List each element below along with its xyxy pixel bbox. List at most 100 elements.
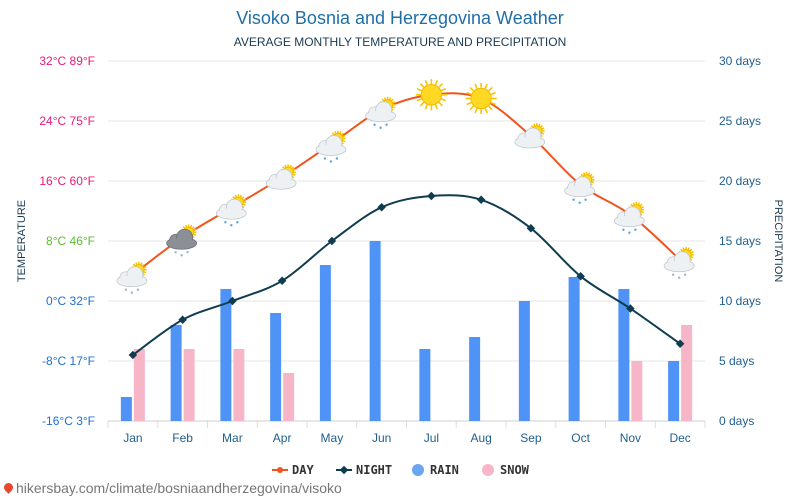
cloud-sun-rain-icon	[564, 171, 596, 204]
y-right-tick-label: 20 days	[719, 174, 761, 188]
cloud-sun-rain-icon	[613, 201, 645, 234]
cloud-sun-snow-icon	[663, 246, 695, 279]
x-tick-label: Nov	[620, 431, 641, 445]
night-point	[327, 236, 337, 246]
cloud-sun-rain-icon	[315, 130, 347, 163]
cloud-sun-icon	[514, 123, 546, 149]
y-left-tick-label: 24°C 75°F	[39, 114, 95, 128]
legend-marker	[277, 467, 283, 473]
snow-bar	[183, 349, 195, 421]
x-tick-label: Sep	[520, 431, 542, 445]
y-right-tick-label: 5 days	[719, 354, 754, 368]
snow-bar	[133, 349, 145, 421]
source-link[interactable]: hikersbay.com/climate/bosniaandherzegovi…	[2, 480, 342, 496]
precipitation-drops	[224, 221, 239, 227]
cloud	[613, 206, 645, 228]
y-left-tick-label: 0°C 32°F	[46, 294, 95, 308]
precipitation-drops	[622, 228, 637, 234]
rain-bar	[220, 289, 232, 421]
cloud-sun-snow-icon	[116, 261, 148, 294]
x-tick-label: Feb	[172, 431, 193, 445]
night-point	[128, 350, 138, 360]
sun-icon	[465, 82, 497, 115]
legend-swatch	[412, 464, 424, 476]
snow-bar	[631, 361, 643, 421]
x-tick-label: Aug	[470, 431, 491, 445]
rain-bar	[120, 397, 132, 421]
y-right-axis: 30 days 25 days 20 days 15 days 10 days 5 day…	[719, 54, 761, 428]
y-left-tick-label: -16°C 3°F	[42, 414, 95, 428]
sun-disc	[470, 87, 492, 110]
precipitation-drops	[671, 273, 687, 279]
x-tick-label: Jan	[123, 431, 142, 445]
sun-disc	[420, 84, 443, 106]
rain-bar	[419, 349, 431, 421]
precipitation-drops	[174, 251, 189, 257]
night-point	[228, 296, 237, 306]
cloud	[215, 198, 247, 220]
cloud	[514, 127, 546, 149]
legend-item-night: NIGHT	[336, 463, 392, 477]
precipitation-drops	[373, 123, 388, 129]
y-left-axis-label: TEMPERATURE	[16, 200, 28, 282]
legend-label: NIGHT	[356, 463, 392, 477]
y-right-tick-label: 10 days	[719, 294, 761, 308]
night-point	[675, 339, 685, 348]
y-left-tick-label: -8°C 17°F	[42, 354, 95, 368]
x-tick-label: Jul	[424, 431, 439, 445]
x-tick-label: Mar	[222, 431, 243, 445]
cloud	[265, 168, 297, 190]
precipitation-bars	[120, 241, 693, 421]
night-temperature-line	[132, 194, 681, 356]
night-point	[178, 315, 187, 324]
legend-label: SNOW	[500, 463, 530, 477]
cloud-sun-rain-icon	[215, 194, 247, 227]
legend-label: DAY	[292, 463, 314, 477]
rain-bar	[369, 241, 381, 421]
legend-item-day: DAY	[272, 463, 314, 477]
cloud-sun-icon	[265, 164, 297, 190]
y-right-tick-label: 25 days	[719, 114, 761, 128]
legend-label: RAIN	[430, 463, 459, 477]
sun-rays	[465, 82, 497, 115]
x-tick-label: May	[321, 431, 344, 445]
legend-swatch	[482, 464, 494, 476]
snow-bar	[283, 373, 295, 421]
rain-bar	[668, 361, 680, 421]
rain-bar	[270, 313, 282, 421]
chart-title: Visoko Bosnia and Herzegovina Weather	[236, 8, 564, 28]
rain-bar	[319, 265, 331, 421]
legend-item-snow: SNOW	[482, 463, 530, 477]
x-tick-label: Apr	[273, 431, 292, 445]
y-right-tick-label: 30 days	[719, 54, 761, 68]
legend-marker	[339, 465, 349, 475]
x-axis: Jan Feb Mar Apr May Jun Jul Aug Sep Oct Nov Dec	[123, 431, 691, 445]
sun-rays	[415, 79, 447, 111]
rain-bar	[518, 301, 530, 421]
night-point	[626, 304, 635, 313]
legend-item-rain: RAIN	[412, 463, 459, 477]
weather-icons	[116, 79, 695, 294]
temperature-lines	[128, 92, 685, 360]
precipitation-drops	[124, 288, 140, 294]
rain-bar	[568, 277, 580, 421]
rain-bar	[469, 337, 481, 421]
source-url: hikersbay.com/climate/bosniaandherzegovi…	[16, 480, 342, 496]
cloud	[116, 266, 148, 288]
night-point	[427, 191, 436, 201]
y-left-tick-label: 8°C 46°F	[46, 234, 95, 248]
y-left-axis: 32°C 89°F 24°C 75°F 16°C 60°F 8°C 46°F 0°C 3…	[39, 54, 95, 428]
rain-bar	[170, 325, 182, 421]
cloud	[663, 251, 695, 273]
x-tick-label: Oct	[571, 431, 590, 445]
y-left-tick-label: 16°C 60°F	[39, 174, 95, 188]
sun-icon	[415, 79, 447, 111]
night-point	[377, 203, 386, 212]
night-point	[277, 276, 287, 285]
chart-subtitle: AVERAGE MONTHLY TEMPERATURE AND PRECIPIT…	[234, 35, 567, 49]
location-pin-icon	[2, 481, 15, 494]
x-tick-label: Jun	[372, 431, 391, 445]
night-point	[476, 195, 486, 204]
night-point	[576, 272, 585, 281]
